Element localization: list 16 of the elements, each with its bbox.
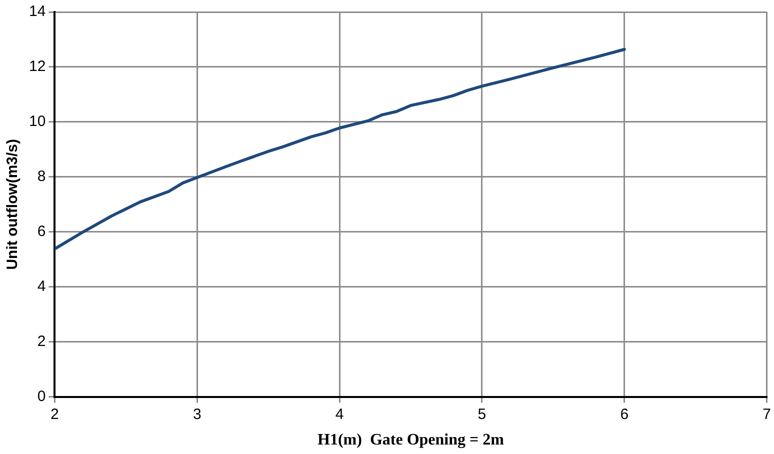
y-tick-label: 12	[28, 58, 46, 76]
y-tick-label: 8	[37, 168, 46, 186]
x-tick-label: 6	[620, 406, 629, 423]
y-tick-label: 14	[28, 3, 46, 20]
x-tick-label: 7	[762, 406, 771, 423]
y-tick-label: 2	[37, 332, 46, 350]
y-tick-label: 6	[37, 223, 46, 240]
x-tick-label: 2	[50, 406, 59, 423]
y-axis-title: Unit outflow(m3/s)	[4, 138, 22, 270]
y-tick-label: 0	[37, 388, 46, 405]
y-tick-label: 4	[37, 278, 46, 295]
x-tick-label: 5	[478, 406, 486, 423]
y-tick-label: 10	[28, 113, 46, 130]
x-axis-title: H1(m) Gate Opening = 2m	[318, 432, 505, 449]
x-tick-label: 4	[335, 406, 344, 423]
x-tick-label: 3	[192, 406, 202, 423]
